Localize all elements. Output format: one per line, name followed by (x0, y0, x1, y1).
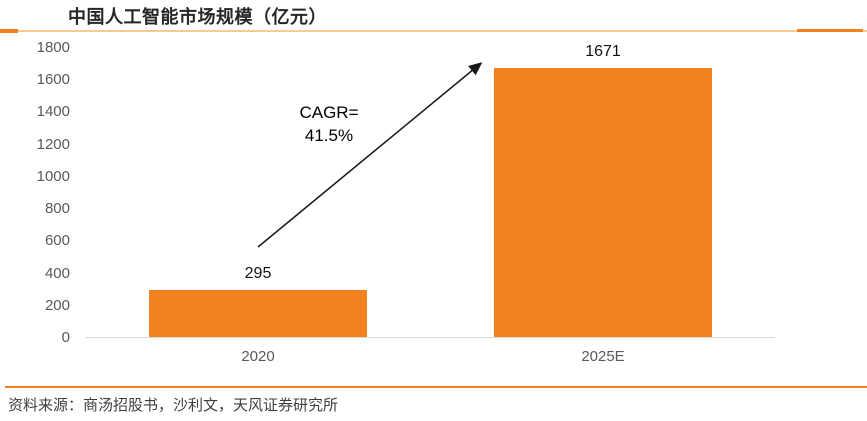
cagr-annotation: CAGR= 41.5% (284, 101, 374, 147)
y-tick-label: 0 (61, 329, 70, 346)
x-category-label: 2020 (241, 348, 275, 365)
y-tick-label: 600 (44, 232, 70, 249)
y-tick-label: 400 (44, 265, 70, 282)
y-tick-label: 1200 (36, 136, 70, 153)
y-tick-label: 1800 (36, 39, 70, 56)
bar-2025E (494, 68, 712, 337)
header-rule-accent-right (797, 29, 863, 32)
cagr-annotation-line2: 41.5% (304, 126, 354, 145)
y-tick-label: 800 (44, 200, 70, 217)
bar-value-label: 295 (244, 265, 272, 282)
x-axis-line (85, 337, 775, 338)
chart-title: 中国人工智能市场规模（亿元） (68, 7, 327, 27)
header-rule (0, 30, 867, 32)
bar-value-label: 1671 (585, 43, 621, 60)
source-note: 资料来源：商汤招股书，沙利文，天风证券研究所 (8, 397, 339, 414)
y-tick-label: 1000 (36, 168, 70, 185)
y-tick-label: 200 (44, 297, 70, 314)
bar-2020 (149, 290, 367, 337)
x-category-label: 2025E (581, 348, 625, 365)
header-rule-accent-left (0, 29, 18, 33)
cagr-annotation-line1: CAGR= (299, 103, 359, 122)
y-tick-label: 1600 (36, 71, 70, 88)
y-tick-label: 1400 (36, 103, 70, 120)
footer-rule (5, 386, 867, 388)
